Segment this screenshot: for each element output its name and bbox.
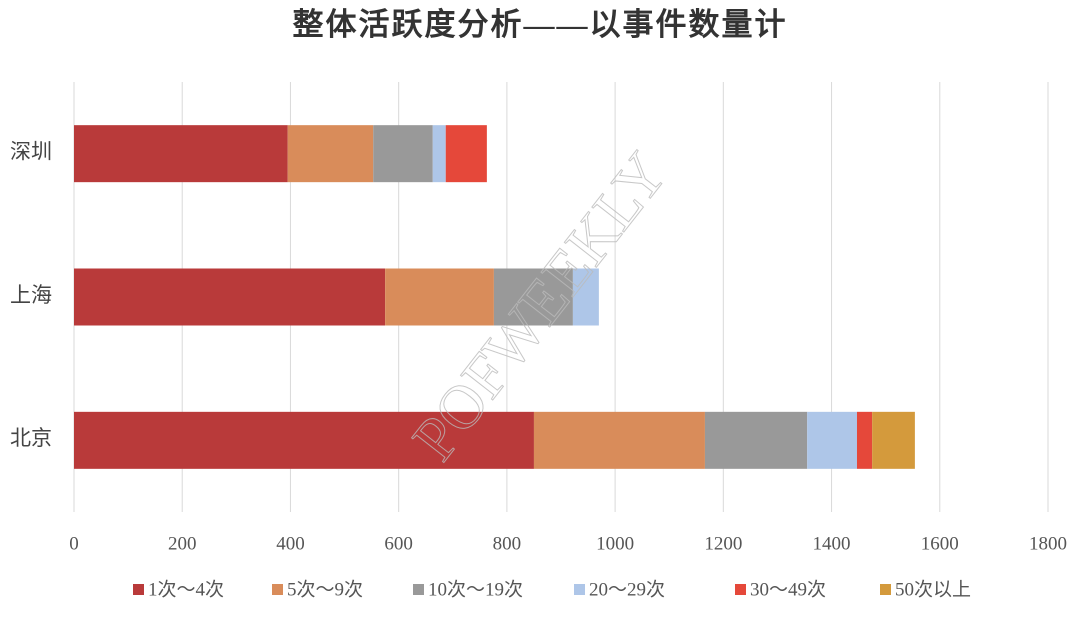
bar-segment xyxy=(74,411,534,469)
legend-swatch xyxy=(880,584,891,595)
legend-item: 20～29次 xyxy=(574,578,665,600)
bar-segment xyxy=(445,125,487,183)
bar-segment xyxy=(287,125,374,183)
bar-segment xyxy=(533,411,705,469)
legend-label: 20～29次 xyxy=(589,578,665,600)
x-tick-label: 600 xyxy=(384,533,413,554)
legend-swatch xyxy=(735,584,746,595)
legend-item: 50次以上 xyxy=(880,578,971,600)
x-tick-label: 1000 xyxy=(596,533,634,554)
y-tick-label: 北京 xyxy=(10,426,52,450)
legend-item: 5次～9次 xyxy=(272,578,363,600)
bar-segment xyxy=(807,411,857,469)
x-tick-label: 400 xyxy=(276,533,305,554)
legend-swatch xyxy=(133,584,144,595)
bar-segment xyxy=(856,411,873,469)
bar-segment xyxy=(385,268,494,326)
x-tick-label: 1600 xyxy=(921,533,959,554)
legend-label: 50次以上 xyxy=(895,578,971,600)
x-tick-label: 800 xyxy=(493,533,522,554)
bar-segment xyxy=(704,411,808,469)
legend-swatch xyxy=(272,584,283,595)
legend-swatch xyxy=(413,584,424,595)
legend-swatch xyxy=(574,584,585,595)
legend-label: 5次～9次 xyxy=(287,578,363,600)
y-tick-label: 上海 xyxy=(10,283,52,307)
y-tick-label: 深圳 xyxy=(10,139,52,163)
legend-label: 30～49次 xyxy=(750,578,826,600)
x-tick-label: 200 xyxy=(168,533,197,554)
legend-label: 10次～19次 xyxy=(428,578,523,600)
legend-label: 1次～4次 xyxy=(148,578,224,600)
x-tick-label: 1200 xyxy=(704,533,742,554)
legend-item: 1次～4次 xyxy=(133,578,224,600)
legend-item: 30～49次 xyxy=(735,578,826,600)
bar-segment xyxy=(872,411,915,469)
x-tick-label: 1400 xyxy=(813,533,851,554)
chart-title: 整体活跃度分析——以事件数量计 xyxy=(293,7,788,42)
legend-item: 10次～19次 xyxy=(413,578,523,600)
bar-segment xyxy=(572,268,599,326)
x-tick-label: 1800 xyxy=(1029,533,1067,554)
bar-segment xyxy=(373,125,433,183)
x-tick-label: 0 xyxy=(69,533,79,554)
bar-segment xyxy=(493,268,573,326)
bar-segment xyxy=(432,125,446,183)
bar-segment xyxy=(74,268,386,326)
bar-segment xyxy=(74,125,288,183)
